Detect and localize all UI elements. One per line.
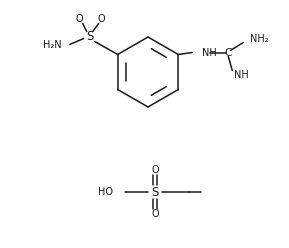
Text: O: O: [76, 13, 84, 24]
Text: NH: NH: [202, 48, 217, 58]
Text: C: C: [225, 48, 232, 58]
Text: HO: HO: [98, 187, 113, 197]
Text: S: S: [86, 30, 93, 43]
Text: O: O: [151, 165, 159, 175]
Text: S: S: [151, 186, 159, 198]
Text: NH: NH: [234, 69, 249, 80]
Text: H₂N: H₂N: [43, 39, 62, 50]
Text: O: O: [98, 13, 105, 24]
Text: O: O: [151, 209, 159, 219]
Text: NH₂: NH₂: [250, 33, 269, 43]
